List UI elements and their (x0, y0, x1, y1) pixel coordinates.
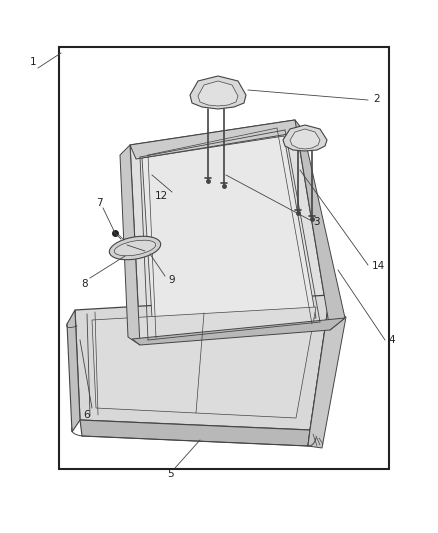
Polygon shape (67, 310, 80, 432)
Text: 14: 14 (372, 261, 385, 271)
Ellipse shape (110, 236, 161, 260)
Text: 4: 4 (388, 335, 395, 345)
Text: 2: 2 (373, 94, 380, 104)
Text: 9: 9 (168, 275, 175, 285)
Ellipse shape (114, 240, 156, 256)
Text: 3: 3 (313, 217, 320, 227)
Polygon shape (290, 129, 320, 149)
Polygon shape (198, 81, 238, 106)
Text: 12: 12 (155, 191, 168, 201)
Bar (59, 47, 389, 469)
Polygon shape (308, 295, 346, 448)
Text: 1: 1 (30, 57, 36, 67)
Polygon shape (75, 295, 330, 430)
Polygon shape (92, 307, 316, 418)
Polygon shape (130, 120, 301, 159)
Polygon shape (130, 120, 330, 345)
Polygon shape (308, 295, 334, 446)
Text: 8: 8 (82, 279, 88, 289)
Polygon shape (132, 318, 345, 345)
Text: 5: 5 (167, 469, 173, 479)
Text: 6: 6 (84, 410, 90, 420)
Text: 7: 7 (95, 198, 102, 208)
Polygon shape (190, 76, 246, 109)
Polygon shape (283, 125, 327, 151)
Polygon shape (295, 120, 345, 330)
Polygon shape (120, 145, 140, 345)
Polygon shape (80, 420, 310, 446)
Polygon shape (142, 136, 316, 333)
